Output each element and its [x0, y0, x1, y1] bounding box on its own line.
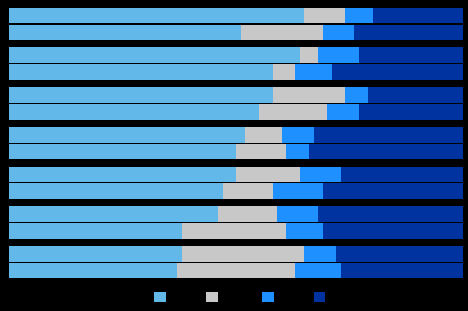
Bar — [368, 87, 463, 103]
Bar — [318, 206, 463, 222]
Bar — [236, 144, 286, 159]
Bar — [322, 25, 354, 40]
Bar — [300, 167, 341, 182]
Bar — [9, 127, 245, 142]
Bar — [182, 223, 286, 239]
Bar — [9, 167, 236, 182]
Bar — [9, 183, 223, 199]
Bar — [236, 167, 300, 182]
Bar — [9, 246, 182, 262]
Bar — [300, 48, 318, 63]
Bar — [341, 167, 463, 182]
Bar — [295, 263, 341, 278]
Bar — [9, 223, 182, 239]
Bar — [327, 104, 359, 119]
Bar — [341, 263, 463, 278]
Bar — [309, 144, 463, 159]
Bar — [9, 64, 273, 80]
Bar — [177, 263, 295, 278]
Bar — [345, 87, 368, 103]
Bar — [286, 144, 309, 159]
Bar — [277, 206, 318, 222]
Bar — [273, 183, 322, 199]
Bar — [336, 246, 463, 262]
Bar — [359, 104, 463, 119]
Bar — [273, 64, 295, 80]
Bar — [9, 144, 236, 159]
Bar — [322, 223, 463, 239]
Bar — [286, 223, 322, 239]
Bar — [295, 64, 332, 80]
Bar — [9, 48, 300, 63]
Bar — [273, 87, 345, 103]
Bar — [318, 48, 359, 63]
Bar — [223, 183, 273, 199]
Bar — [9, 25, 241, 40]
Bar — [332, 64, 463, 80]
Bar — [9, 87, 273, 103]
Bar — [182, 246, 304, 262]
Bar — [259, 104, 327, 119]
Bar — [314, 127, 463, 142]
Bar — [9, 104, 259, 119]
Bar — [218, 206, 277, 222]
Bar — [282, 127, 314, 142]
Bar — [9, 206, 218, 222]
Bar — [245, 127, 282, 142]
Bar — [305, 8, 345, 23]
Bar — [9, 263, 177, 278]
Bar — [241, 25, 322, 40]
Bar — [345, 8, 373, 23]
Bar — [359, 48, 463, 63]
Bar — [305, 246, 336, 262]
Bar — [9, 8, 305, 23]
Bar — [373, 8, 463, 23]
Bar — [322, 183, 463, 199]
Bar — [354, 25, 463, 40]
